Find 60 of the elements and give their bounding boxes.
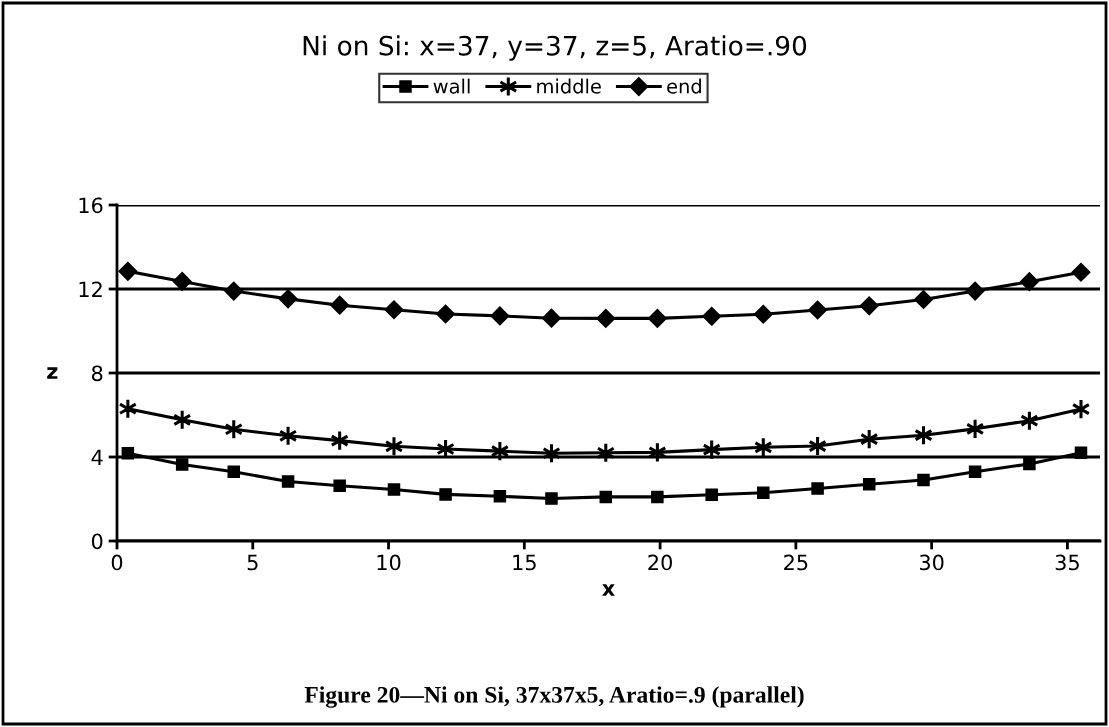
- point: [281, 475, 295, 488]
- x-tick-label: 0: [111, 554, 123, 571]
- x-tick-label: 15: [513, 554, 536, 571]
- point: [490, 306, 510, 326]
- point: [384, 435, 404, 457]
- y-tick-label: 12: [79, 281, 102, 297]
- x-tick-label: 25: [784, 554, 808, 571]
- caption: Figure 20—Ni on Si, 37x37x5, Aratio=.9 (parallel): [304, 686, 804, 708]
- point: [808, 300, 828, 320]
- point: [175, 458, 189, 471]
- point: [968, 465, 982, 478]
- point: [1071, 398, 1091, 420]
- point: [172, 271, 192, 291]
- point: [333, 479, 346, 493]
- point: [862, 478, 876, 491]
- x-tick-label: 20: [648, 554, 672, 571]
- legend-label: wall: [433, 78, 470, 94]
- point: [436, 304, 456, 324]
- point: [278, 289, 298, 309]
- legend-label: middle: [537, 78, 601, 94]
- x-tick-label: 35: [1055, 554, 1079, 571]
- point: [384, 300, 404, 320]
- point: [118, 261, 138, 281]
- point: [439, 488, 452, 501]
- chart-title: Ni on Si: x=37, y=37, z=5, Aratio=.90: [303, 35, 807, 61]
- point: [493, 490, 507, 503]
- point: [1023, 457, 1036, 471]
- x-tick-label: 5: [247, 554, 258, 571]
- point: [1019, 272, 1039, 292]
- point: [545, 492, 558, 505]
- y-tick-label: 0: [91, 533, 103, 550]
- y-tick-label: 16: [79, 197, 103, 214]
- point: [651, 490, 664, 504]
- y-tick-label: 4: [91, 449, 103, 465]
- point: [965, 281, 985, 301]
- point: [387, 483, 401, 496]
- point: [913, 289, 934, 310]
- x-tick-label: 30: [919, 554, 944, 571]
- x-tick-label: 10: [377, 554, 401, 571]
- point: [224, 281, 244, 301]
- point: [859, 296, 879, 316]
- y-tick-label: 8: [91, 365, 103, 382]
- point: [599, 490, 613, 504]
- point: [1074, 446, 1088, 460]
- point: [1071, 262, 1091, 282]
- point: [753, 304, 773, 324]
- point: [541, 308, 562, 328]
- point: [227, 465, 241, 478]
- point: [330, 295, 350, 315]
- legend-label: end: [667, 78, 701, 94]
- point: [702, 306, 722, 326]
- y-axis-title: z: [47, 367, 58, 379]
- point: [705, 488, 718, 502]
- x-axis-title: x: [602, 584, 615, 596]
- point: [647, 308, 667, 328]
- point: [757, 486, 770, 499]
- point: [917, 473, 930, 487]
- point: [596, 308, 616, 328]
- point: [811, 482, 824, 495]
- point: [121, 446, 135, 460]
